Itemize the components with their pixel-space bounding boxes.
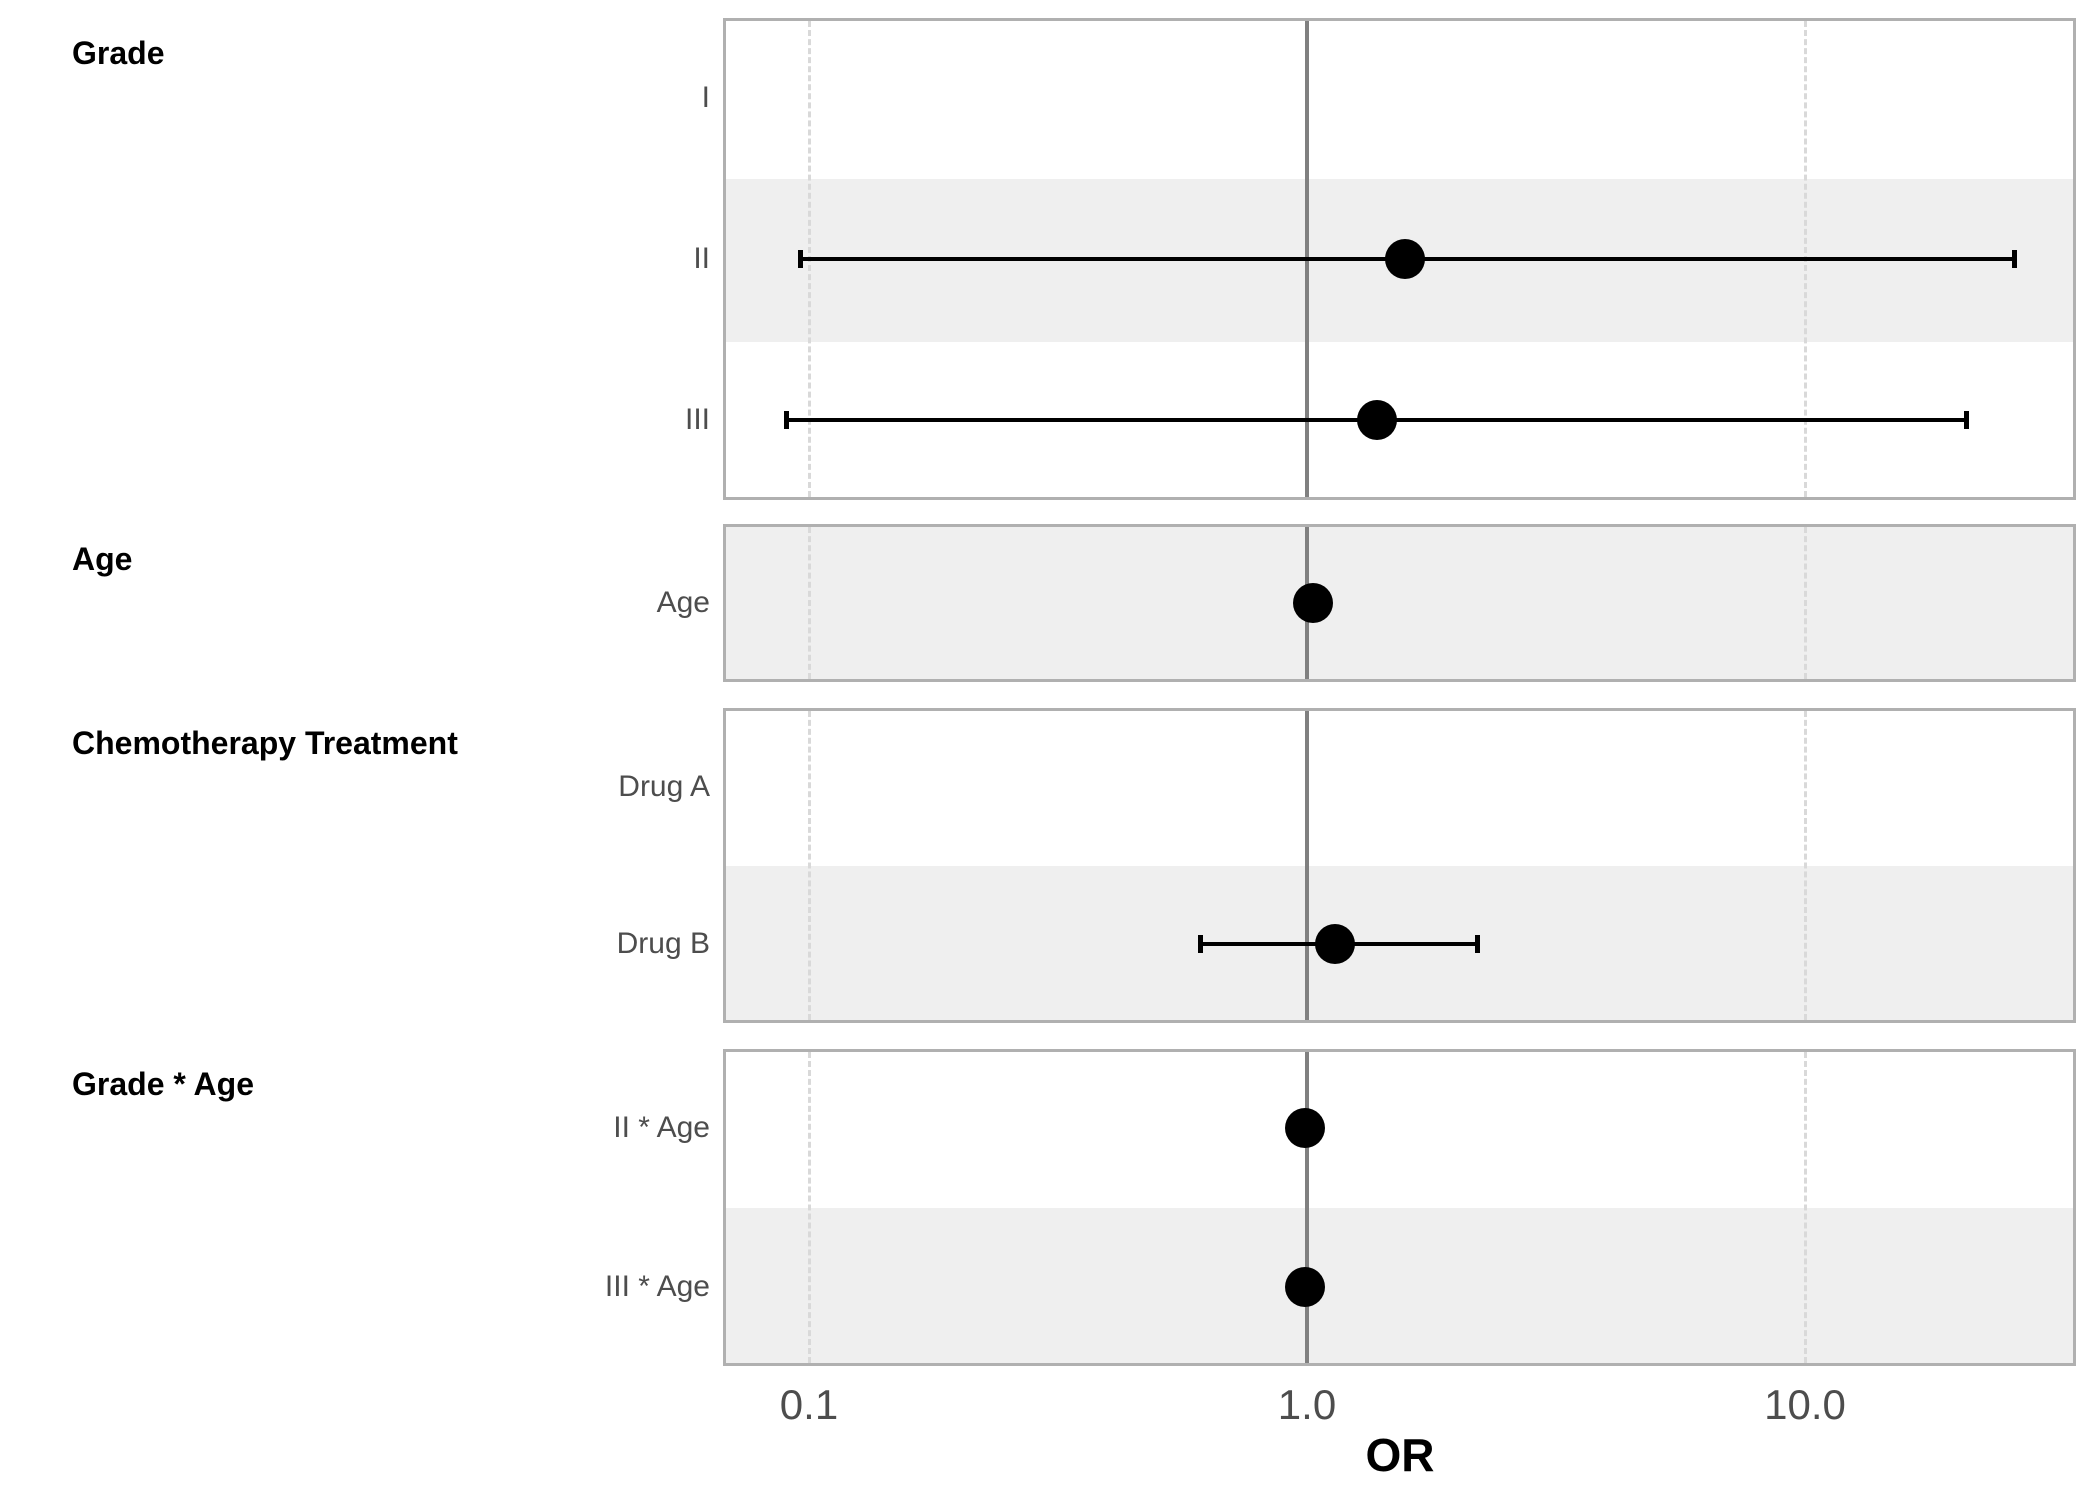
reference-line	[1305, 1052, 1309, 1363]
error-bar-cap	[2011, 250, 2017, 268]
x-axis-label: OR	[1365, 1429, 1435, 1481]
point-marker	[1315, 924, 1356, 965]
group-header-age: Age	[72, 541, 133, 577]
point-marker	[1284, 1108, 1325, 1149]
point-marker	[1384, 239, 1425, 279]
gridline-10	[1803, 1052, 1807, 1363]
reference-line	[1305, 711, 1309, 1020]
panel-grade-age	[723, 1049, 2076, 1366]
x-tick-0-1: 0.1	[779, 1381, 839, 1428]
row-label-age: Age	[656, 586, 710, 619]
panel-chemotherapy-treatment	[723, 708, 2076, 1023]
panel-age	[723, 524, 2076, 682]
gridline-0.1	[807, 527, 811, 679]
gridline-10	[1803, 527, 1807, 679]
error-bar-cap	[797, 250, 803, 268]
error-bar-cap	[1197, 935, 1203, 954]
row-label-ii-age: II * Age	[613, 1111, 710, 1145]
row-label-drug-a: Drug A	[618, 769, 710, 803]
x-tick-10-0: 10.0	[1764, 1381, 1846, 1428]
row-label-iii: III	[684, 402, 710, 436]
row-label-ii: II	[693, 242, 710, 275]
group-header-grade-age: Grade * Age	[72, 1066, 254, 1102]
group-header-grade: Grade	[72, 35, 165, 71]
row-label-iii-age: III * Age	[604, 1269, 710, 1303]
panel-grade	[723, 18, 2076, 500]
point-marker	[1284, 1266, 1325, 1307]
group-header-chemotherapy-treatment: Chemotherapy Treatment	[72, 725, 458, 761]
row-band	[726, 527, 2073, 679]
gridline-10	[1803, 711, 1807, 1020]
gridline-0.1	[807, 711, 811, 1020]
error-bar-cap	[1475, 935, 1481, 954]
point-marker	[1356, 399, 1397, 440]
error-bar-cap	[783, 410, 789, 429]
gridline-0.1	[807, 1052, 811, 1363]
x-tick-1-0: 1.0	[1277, 1381, 1337, 1428]
row-label-i: I	[701, 81, 710, 115]
row-label-drug-b: Drug B	[616, 927, 710, 961]
point-marker	[1293, 583, 1334, 623]
error-bar-cap	[1963, 410, 1969, 429]
row-band	[726, 1207, 2073, 1363]
